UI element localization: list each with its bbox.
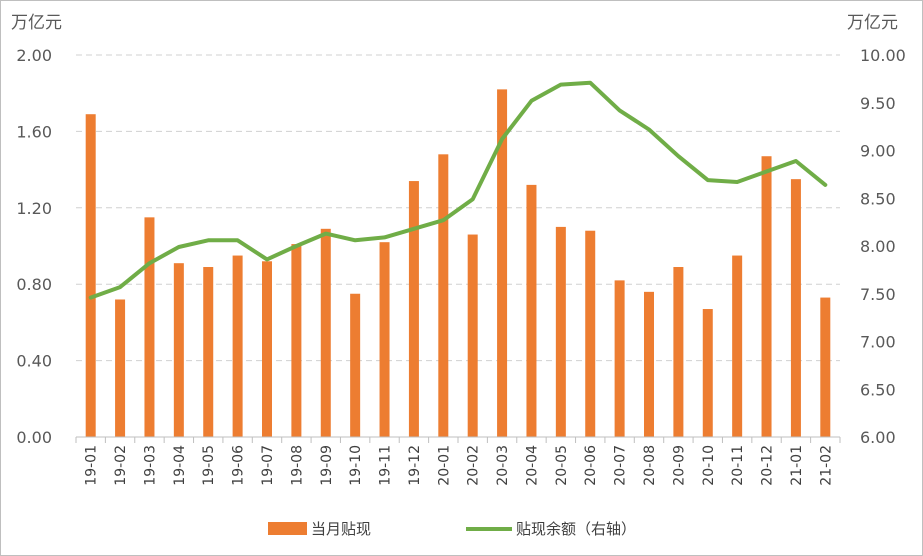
right-tick-label: 8.50 [860,189,896,208]
left-axis: 0.00 0.40 0.80 1.20 1.60 2.00 [16,46,52,447]
bar [555,226,566,437]
bar [379,242,390,437]
right-axis: 6.00 6.50 7.00 7.50 8.00 8.50 9.00 9.50 10.00 [860,46,906,447]
x-tick-label: 19-02 [113,445,129,486]
x-tick-label: 19-11 [378,445,394,486]
x-tick-label: 21-02 [818,445,834,486]
legend-label-line: 贴现余额（右轴） [516,520,636,538]
right-tick-label: 10.00 [860,46,906,65]
right-tick-label: 9.50 [860,94,896,113]
x-tick-label: 19-05 [201,445,217,486]
bar [732,255,743,437]
bar [173,263,184,437]
x-tick-label: 20-12 [760,445,776,486]
x-tick-label: 21-01 [789,445,805,486]
balance-line [88,80,828,300]
x-tick-label: 19-12 [407,445,423,486]
bar [820,297,831,437]
right-tick-label: 8.00 [860,237,896,256]
bar [85,114,96,438]
line-series [88,80,828,300]
bar [585,230,596,437]
bar [526,184,537,437]
bar-series [85,89,831,438]
bar [644,291,654,437]
x-tick-label: 20-06 [583,445,599,486]
x-tick-label: 20-11 [730,445,746,486]
bar [115,299,126,437]
x-tick-label: 20-02 [466,445,482,486]
legend-label-bar: 当月贴现 [311,520,371,538]
bar [320,228,331,437]
x-tick-label: 19-07 [260,445,276,486]
bar [144,217,155,437]
right-tick-label: 6.50 [860,380,896,399]
x-tick-label: 20-03 [495,445,511,486]
right-tick-label: 7.00 [860,333,896,352]
x-tick-label: 20-07 [613,445,629,486]
bar [467,234,478,437]
x-tick-label: 19-09 [319,445,335,486]
bar [408,181,419,437]
x-tick-label: 19-04 [172,445,188,486]
bar [702,309,713,437]
left-tick-label: 1.60 [16,122,52,141]
x-tick-label: 20-04 [524,445,540,486]
right-tick-label: 6.00 [860,428,896,447]
bar [291,244,302,437]
bar [438,154,449,437]
left-tick-label: 0.40 [16,352,52,371]
left-tick-label: 0.00 [16,428,52,447]
left-unit-label: 万亿元 [11,13,62,33]
legend: 当月贴现 贴现余额（右轴） [268,520,636,538]
bar [262,261,272,437]
bar [350,293,361,437]
x-tick-label: 20-05 [554,445,570,486]
x-tick-label: 19-03 [142,445,158,486]
bar [497,89,508,437]
bar [673,267,684,437]
x-tick-label: 19-08 [289,445,305,486]
left-tick-label: 2.00 [16,46,52,65]
x-axis: 19-01 19-02 19-03 19-04 19-05 19-06 19-07 19-08… [75,436,841,486]
bar [203,267,214,437]
x-tick-label: 20-09 [671,445,687,486]
x-tick-label: 19-10 [348,445,364,486]
right-tick-label: 7.50 [860,285,896,304]
bar [232,255,243,437]
right-unit-label: 万亿元 [847,13,898,33]
x-tick-label: 19-06 [231,445,247,486]
bar [761,156,772,438]
x-tick-label: 19-01 [84,445,100,486]
right-tick-label: 9.00 [860,142,896,161]
left-tick-label: 1.20 [16,199,52,218]
legend-bar-swatch [268,522,307,535]
bar [790,179,801,437]
x-tick-label: 20-10 [701,445,717,486]
left-tick-label: 0.80 [16,275,52,294]
bar [614,280,625,437]
x-tick-label: 20-01 [436,445,452,486]
x-tick-label: 20-08 [642,445,658,486]
